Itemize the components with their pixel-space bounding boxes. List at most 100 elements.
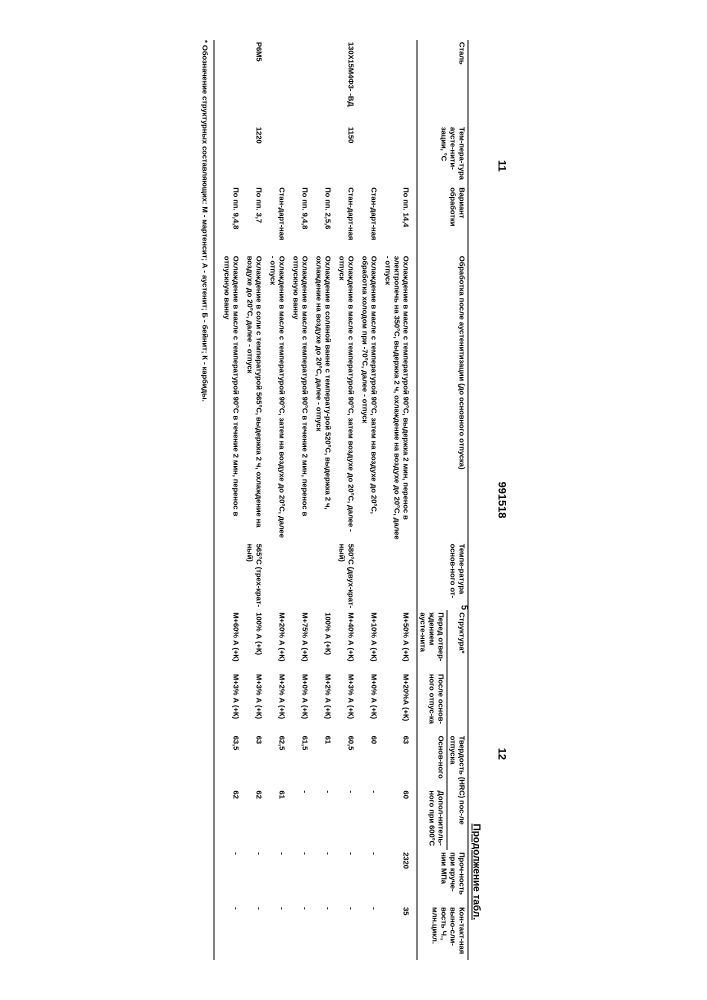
table-body: По пп. 14,4Охлаждение в масле с температ… [218, 40, 417, 960]
table-cell: 63 [241, 734, 264, 789]
table-cell: 61 [310, 734, 333, 789]
table-cell [218, 125, 241, 185]
table-cell: - [241, 850, 264, 905]
col-process: Обработка после аустенитизации (до основ… [417, 254, 468, 542]
table-row: 130Х15М4Ф3- -ВД1150Стан-дарт-наяОхлажден… [333, 40, 356, 960]
table-cell: - [218, 850, 241, 905]
table-cell: Охлаждение в соли с температурой 565°С, … [241, 254, 264, 542]
table-cell: 1220 [241, 125, 264, 185]
table-cell: Р6М5 [241, 40, 264, 125]
table-cell: М+75% А (+К) [287, 610, 310, 672]
col-contact: Кон-такт-ная выно-сли-вость Ч., млн.цикл… [417, 905, 468, 960]
table-cell: М+60% А (+К) [218, 610, 241, 672]
table-cell [356, 40, 379, 125]
table-cell: Стан-дарт-ная [264, 185, 287, 254]
col-hrc-basic: Основ-ного [417, 734, 447, 789]
table-cell: 580°С (двух-крат-ный) [333, 542, 356, 611]
col-hrc: Твердость (HRС) пос-ле отпуска [447, 734, 468, 851]
table-cell [218, 40, 241, 125]
table-cell: - [333, 789, 356, 851]
table-cell: - [287, 905, 310, 960]
table-cell: Стан-дарт-ная [333, 185, 356, 254]
table-cell: - [310, 789, 333, 851]
table-cell: 60 [356, 734, 379, 789]
table-cell: 130Х15М4Ф3- -ВД [333, 40, 356, 125]
table-cell [264, 125, 287, 185]
table-cell: Охлаждение в масле с температурой 90°С в… [287, 254, 310, 542]
table-row: По пп. 9,4,8Охлаждение в масле с темпера… [218, 40, 241, 960]
table-cell: М+3% А (+К) [241, 672, 264, 734]
table-cell [218, 542, 241, 611]
table-cell: М+2% А (+К) [264, 672, 287, 734]
table-cell: - [356, 850, 379, 905]
table-cell [264, 542, 287, 611]
table-cell [287, 542, 310, 611]
col-struct-pre: Перед отвер-ждением аусте-нита [417, 610, 447, 672]
table-row: По пп. 2,5,6Охлаждение в соляной ванне с… [310, 40, 333, 960]
table-cell: - [264, 905, 287, 960]
table-cell: - [310, 850, 333, 905]
table-cell: 100% А (+К) [310, 610, 333, 672]
table-cell: М+10% А (+К) [356, 610, 379, 672]
table-cell: 565°С (трех-крат-ный) [241, 542, 264, 611]
table-cell: - [287, 850, 310, 905]
table-cell [379, 542, 417, 611]
table-cell: 62 [218, 789, 241, 851]
page-number-left: 11 [495, 160, 507, 172]
table-cell [287, 125, 310, 185]
continuation-label: Продолжение табл. [470, 40, 481, 960]
table-cell [287, 40, 310, 125]
table-cell: Охлаждение в соляной ванне с температу-р… [310, 254, 333, 542]
col-temp2: Темпе-ратура основ-ного от- [417, 542, 468, 611]
table-cell: 1150 [333, 125, 356, 185]
table-row: Стан-дарт-наяОхлаждение в масле с темпер… [356, 40, 379, 960]
table-cell: 100% А (+К) [241, 610, 264, 672]
table-cell: Охлаждение в масле с температурой 90°С, … [356, 254, 379, 542]
table-cell [379, 40, 417, 125]
header-row-1: Сталь Тем-пера-тура аусте-нити-зации, °С… [447, 40, 468, 960]
table-cell: М+3% А (+К) [333, 672, 356, 734]
col-strength: Проч-ность при круче-нии МПа [417, 850, 468, 905]
table-cell: 61,5 [287, 734, 310, 789]
table-cell [356, 542, 379, 611]
table-cell: Охлаждение в масле с температурой 90°С в… [218, 254, 241, 542]
table-cell: - [241, 905, 264, 960]
table-cell [310, 40, 333, 125]
table-cell: По пп. 14,4 [379, 185, 417, 254]
table-cell: - [356, 789, 379, 851]
table-cell: М+40% А (+К) [333, 610, 356, 672]
table-row: По пп. 9,4,8Охлаждение в масле с темпера… [287, 40, 310, 960]
page-number-right: 12 [495, 748, 507, 760]
table-cell [310, 125, 333, 185]
table-cell: 62,5 [264, 734, 287, 789]
table-cell [264, 40, 287, 125]
col-aust-temp: Тем-пера-тура аусте-нити-зации, °С [417, 125, 468, 185]
top-digit: 5 [459, 605, 469, 610]
table-cell: - [333, 850, 356, 905]
col-structure: Структура* [447, 610, 468, 733]
table-cell: 63 [379, 734, 417, 789]
table-cell: 35 [379, 905, 417, 960]
table-cell: По пп. 9,4,8 [218, 185, 241, 254]
table-cell: - [356, 905, 379, 960]
col-steel: Сталь [417, 40, 468, 125]
table-cell: - [264, 850, 287, 905]
table-cell: - [333, 905, 356, 960]
table-cell: По пп. 2,5,6 [310, 185, 333, 254]
table-cell: 60,5 [333, 734, 356, 789]
table-cell: По пп. 3,7 [241, 185, 264, 254]
table-cell [310, 542, 333, 611]
table-cell: М+3% А (+К) [218, 672, 241, 734]
table-cell: М+50% А (+К) [379, 610, 417, 672]
table-row: Р6М51220По пп. 3,7Охлаждение в соли с те… [241, 40, 264, 960]
table-cell: 60 [379, 789, 417, 851]
table-cell [356, 125, 379, 185]
table-row: Стан-дарт-наяОхлаждение в масле с темпер… [264, 40, 287, 960]
table-row: По пп. 14,4Охлаждение в масле с температ… [379, 40, 417, 960]
rotated-page: 11 991518 12 Продолжение табл. 5 Сталь Т… [200, 40, 507, 960]
document-number: 991518 [495, 482, 507, 519]
table-cell: По пп. 9,4,8 [287, 185, 310, 254]
col-struct-post: После основ-ного отпус-ка [417, 672, 447, 734]
table-cell: 63,5 [218, 734, 241, 789]
table-cell: М+20%А (+К) [379, 672, 417, 734]
